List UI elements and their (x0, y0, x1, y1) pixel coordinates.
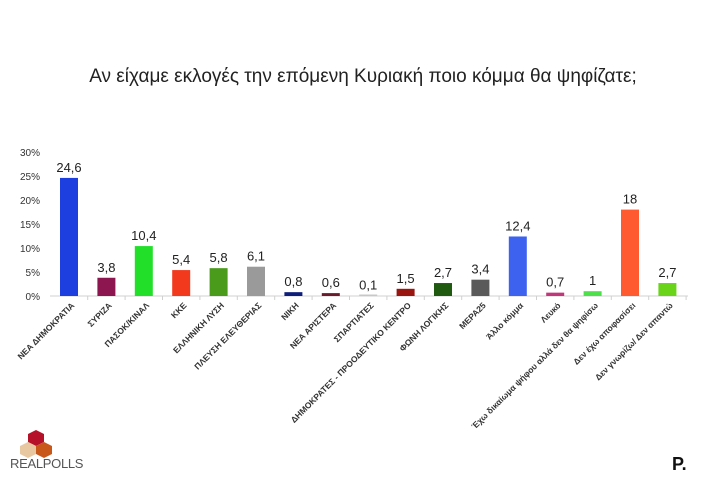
data-label: 5,8 (210, 250, 228, 265)
data-label: 18 (623, 192, 637, 207)
data-label: 0,8 (284, 274, 302, 289)
data-label: 12,4 (505, 218, 530, 233)
x-tick-label: ΣΥΡΙΖΑ (85, 300, 113, 328)
bar (321, 293, 340, 296)
bar (434, 283, 452, 296)
p-logo: P. (672, 454, 687, 475)
x-tick-label: Έχω δικαίωμα ψήφου αλλά δεν θα ψηφίσω (469, 300, 600, 431)
bar (583, 291, 602, 296)
x-tick-label: Δεν έχω αποφασίσει (571, 300, 638, 367)
x-tick-label: ΠΛΕΥΣΗ ΕΛΕΥΘΕΡΙΑΣ (192, 300, 263, 371)
bar (172, 270, 191, 296)
chart-title: Αν είχαμε εκλογές την επόμενη Κυριακή πο… (89, 66, 637, 87)
bar (209, 268, 228, 296)
x-tick-label: Δεν γνωρίζω/ Δεν απαντώ (593, 300, 675, 382)
x-tick-label: ΝΙΚΗ (279, 300, 301, 322)
bar (658, 283, 677, 296)
y-tick-label: 30% (20, 148, 40, 159)
bar (284, 292, 303, 296)
realpolls-logo-icon (20, 430, 52, 458)
x-tick-label: ΝΕΑ ΔΗΜΟΚΡΑΤΙΑ (15, 300, 76, 361)
data-label: 0,7 (546, 275, 564, 290)
p-logo-text: P. (672, 454, 687, 474)
realpolls-logo-text: REALPOLLS (10, 456, 84, 471)
x-tick-label: Άλλο κόμμα (484, 300, 526, 342)
data-label: 3,8 (97, 260, 115, 275)
x-tick-label: ΜΕΡΑ25 (457, 300, 488, 331)
data-label: 2,7 (434, 265, 452, 280)
data-label: 1 (589, 273, 596, 288)
data-label: 3,4 (471, 262, 489, 277)
y-tick-label: 20% (20, 196, 40, 207)
y-tick-label: 25% (20, 172, 40, 183)
y-tick-label: 0% (26, 292, 41, 303)
y-tick-label: 5% (26, 268, 41, 279)
bar (359, 294, 378, 296)
data-label: 0,6 (322, 275, 340, 290)
x-tick-label: Λευκό (538, 300, 562, 324)
data-label: 24,6 (56, 160, 81, 175)
bar (508, 236, 527, 296)
bar (471, 279, 490, 296)
data-label: 5,4 (172, 252, 190, 267)
bar (621, 209, 639, 296)
y-tick-label: 15% (20, 220, 40, 231)
bar (546, 292, 565, 296)
bar (396, 288, 415, 296)
bar (134, 246, 153, 296)
bar (247, 266, 265, 296)
data-label: 1,5 (397, 271, 415, 286)
data-label: 6,1 (247, 249, 265, 264)
x-tick-label: ΚΚΕ (169, 300, 189, 320)
bar (97, 277, 116, 296)
data-label: 0,1 (359, 278, 377, 293)
data-label: 10,4 (131, 228, 156, 243)
bar (60, 177, 78, 296)
y-tick-label: 10% (20, 244, 40, 255)
data-label: 2,7 (658, 265, 676, 280)
